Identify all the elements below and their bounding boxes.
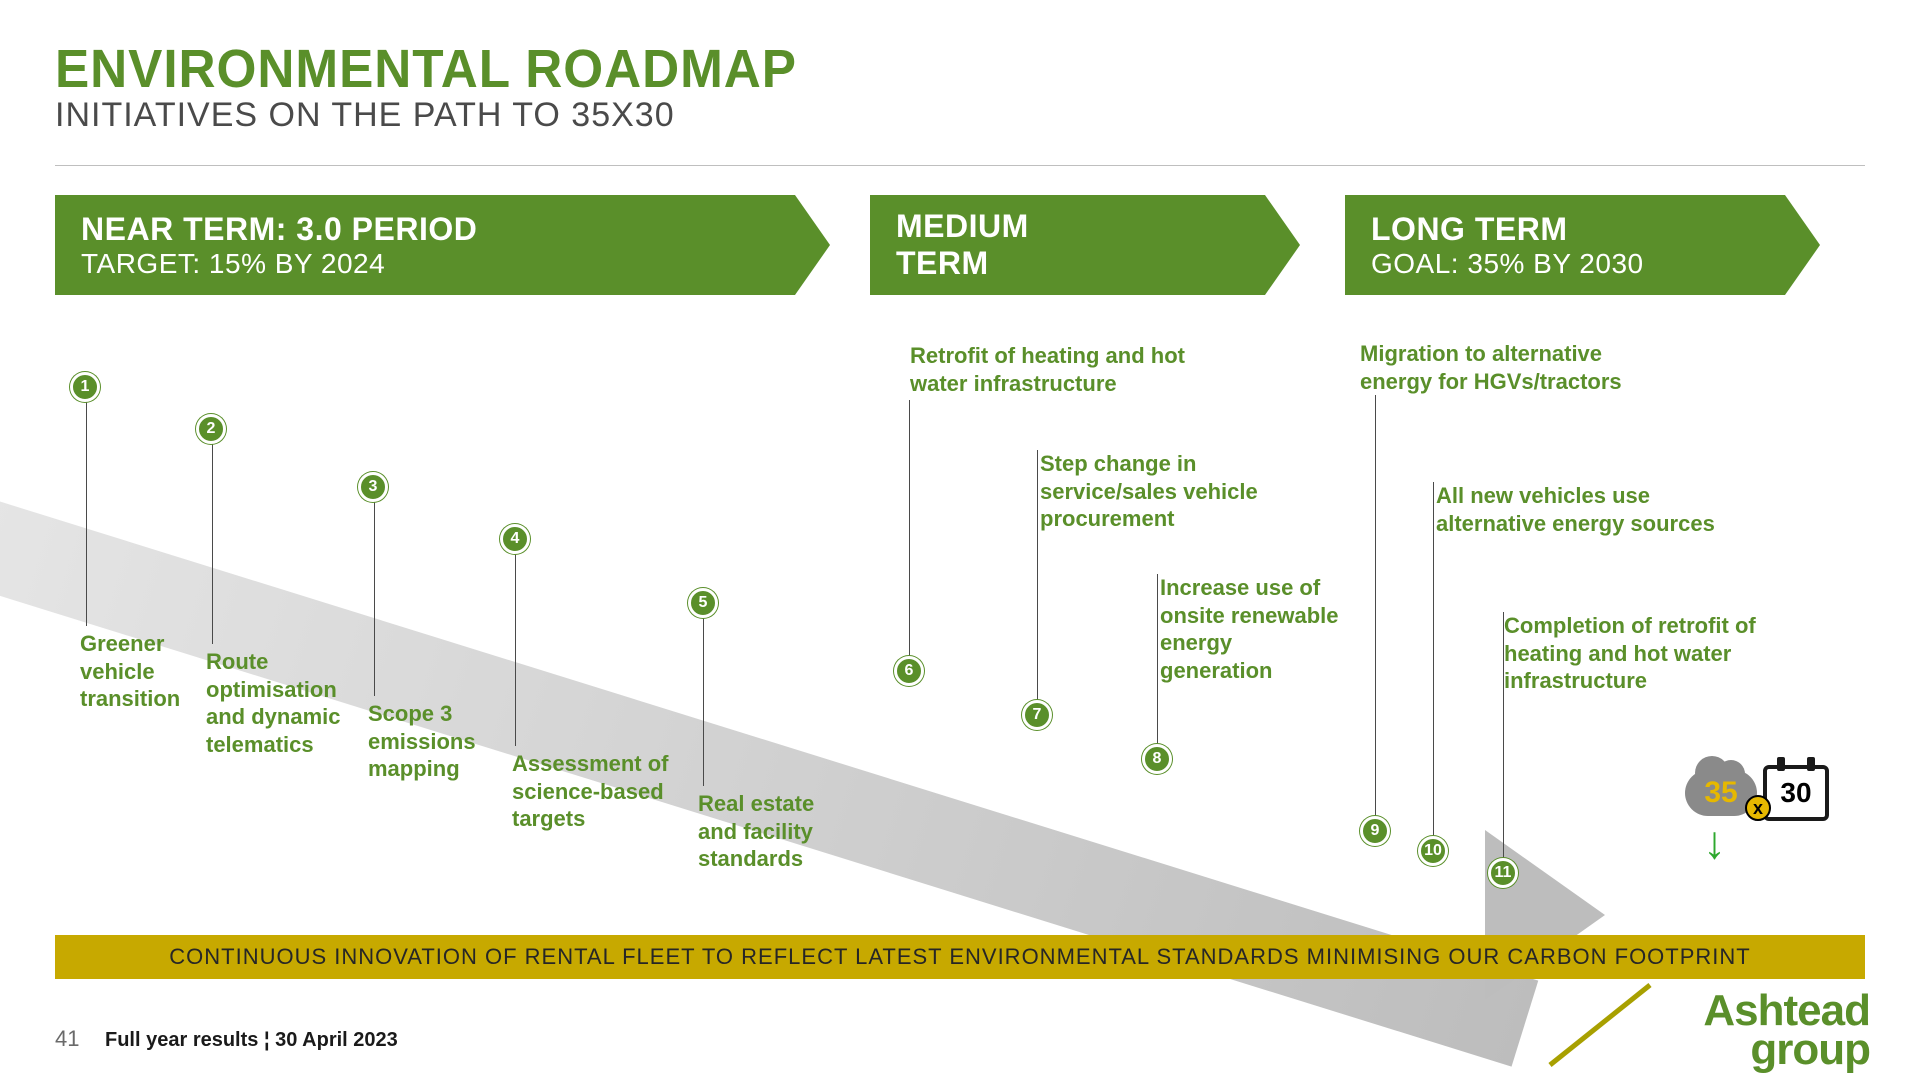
near-term-title: NEAR TERM: 3.0 PERIOD	[81, 211, 769, 248]
medium-term-title: MEDIUM	[896, 208, 1239, 245]
innovation-banner: CONTINUOUS INNOVATION OF RENTAL FLEET TO…	[55, 935, 1865, 979]
logo-slash-icon	[1540, 980, 1660, 1070]
calendar-icon: 30	[1763, 765, 1829, 821]
long-term-header: LONG TERM GOAL: 35% BY 2030	[1345, 195, 1785, 295]
medium-term-header: MEDIUM TERM	[870, 195, 1265, 295]
title-divider	[55, 165, 1865, 166]
connector-1	[86, 402, 87, 626]
badge-35x30: 35 30 x ↓	[1685, 765, 1829, 821]
milestone-node-11: 11	[1488, 858, 1518, 888]
milestone-label-9: Migration to alternative energy for HGVs…	[1360, 340, 1680, 395]
milestone-node-2: 2	[196, 414, 226, 444]
milestone-node-10: 10	[1418, 836, 1448, 866]
milestone-label-3: Scope 3 emissions mapping	[368, 700, 508, 783]
down-arrow-icon: ↓	[1703, 815, 1726, 869]
connector-3	[374, 502, 375, 696]
near-term-header: NEAR TERM: 3.0 PERIOD TARGET: 15% BY 202…	[55, 195, 795, 295]
page-subtitle: INITIATIVES ON THE PATH TO 35X30	[55, 96, 836, 135]
company-logo: Ashtead group	[1703, 991, 1870, 1070]
milestone-node-3: 3	[358, 472, 388, 502]
milestone-label-4: Assessment of science-based targets	[512, 750, 672, 833]
logo-line-2: group	[1703, 1030, 1870, 1070]
milestone-node-1: 1	[70, 372, 100, 402]
connector-6	[909, 400, 910, 656]
connector-4	[515, 554, 516, 746]
milestone-label-8: Increase use of onsite renewable energy …	[1160, 574, 1340, 684]
milestone-node-4: 4	[500, 524, 530, 554]
connector-10	[1433, 482, 1434, 836]
milestone-label-1: Greener vehicle transition	[80, 630, 200, 713]
page-number: 41	[55, 1026, 79, 1052]
x-mark-icon: x	[1745, 795, 1771, 821]
milestone-label-10: All new vehicles use alternative energy …	[1436, 482, 1766, 537]
milestone-node-6: 6	[894, 656, 924, 686]
milestone-label-7: Step change in service/sales vehicle pro…	[1040, 450, 1290, 533]
page-title: ENVIRONMENTAL ROADMAP	[55, 38, 797, 100]
milestone-node-7: 7	[1022, 700, 1052, 730]
connector-5	[703, 618, 704, 786]
long-term-subtitle: GOAL: 35% BY 2030	[1371, 248, 1759, 280]
connector-2	[212, 444, 213, 644]
connector-8	[1157, 574, 1158, 744]
footer-text: Full year results ¦ 30 April 2023	[105, 1029, 398, 1052]
milestone-label-2: Route optimisation and dynamic telematic…	[206, 648, 376, 758]
milestone-node-9: 9	[1360, 816, 1390, 846]
medium-term-subtitle: TERM	[896, 245, 1239, 282]
milestone-node-8: 8	[1142, 744, 1172, 774]
near-term-subtitle: TARGET: 15% BY 2024	[81, 248, 769, 280]
long-term-title: LONG TERM	[1371, 211, 1759, 248]
milestone-node-5: 5	[688, 588, 718, 618]
milestone-label-5: Real estate and facility standards	[698, 790, 848, 873]
connector-9	[1375, 395, 1376, 816]
milestone-label-11: Completion of retrofit of heating and ho…	[1504, 612, 1764, 695]
connector-7	[1037, 450, 1038, 700]
milestone-label-6: Retrofit of heating and hot water infras…	[910, 342, 1230, 397]
